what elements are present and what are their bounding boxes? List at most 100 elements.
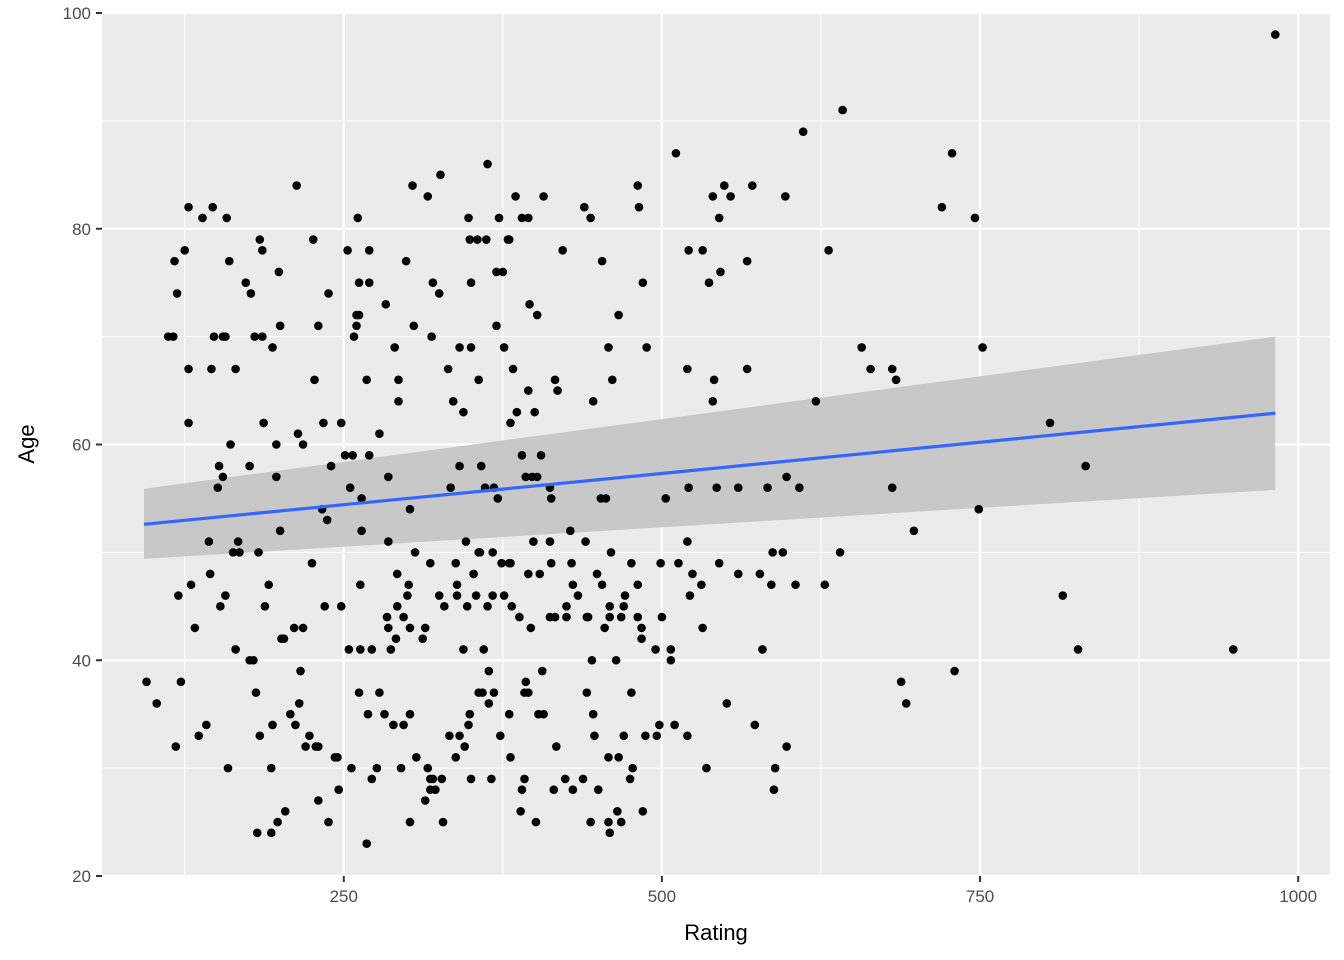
- data-point: [466, 774, 476, 784]
- data-point: [661, 494, 671, 503]
- data-point: [581, 537, 590, 546]
- data-point: [525, 299, 534, 309]
- data-point: [399, 612, 408, 622]
- data-point: [887, 483, 897, 492]
- data-point: [207, 364, 216, 374]
- data-point: [704, 278, 714, 287]
- data-point: [613, 806, 622, 816]
- y-tick-label: 20: [72, 867, 91, 886]
- data-point: [791, 580, 800, 590]
- data-point: [506, 558, 515, 568]
- y-axis-title: Age: [14, 424, 39, 463]
- data-point: [1270, 30, 1280, 39]
- data-point: [354, 278, 364, 287]
- data-point: [405, 817, 415, 827]
- data-point: [483, 602, 492, 611]
- data-point: [524, 569, 533, 579]
- data-point: [527, 472, 537, 482]
- data-point: [330, 753, 340, 762]
- data-point: [268, 720, 277, 730]
- y-tick-label: 100: [63, 4, 91, 23]
- data-point: [520, 774, 529, 784]
- data-point: [698, 623, 707, 633]
- data-point: [334, 785, 343, 794]
- data-point: [511, 192, 520, 201]
- data-point: [671, 148, 681, 158]
- data-point: [364, 450, 374, 460]
- data-point: [1073, 645, 1083, 654]
- data-point: [216, 602, 225, 611]
- data-point: [357, 526, 366, 536]
- data-point: [320, 602, 329, 611]
- data-point: [194, 731, 204, 741]
- data-point: [367, 774, 377, 784]
- data-point: [152, 699, 162, 708]
- data-point: [483, 159, 492, 169]
- data-point: [508, 364, 518, 374]
- data-point: [375, 429, 384, 439]
- data-point: [310, 375, 319, 385]
- data-point: [174, 591, 183, 600]
- data-point: [354, 688, 364, 697]
- data-point: [221, 332, 230, 341]
- data-point: [176, 677, 186, 687]
- data-point: [465, 709, 475, 719]
- data-point: [322, 515, 332, 525]
- data-point: [524, 386, 533, 395]
- data-point: [824, 246, 833, 255]
- data-point: [499, 343, 509, 352]
- data-point: [487, 774, 496, 784]
- data-point: [507, 602, 517, 611]
- data-point: [489, 688, 499, 697]
- data-point: [326, 461, 336, 471]
- data-point: [420, 796, 430, 805]
- x-tick-labels: 250 500 750 1000: [330, 887, 1318, 906]
- data-point: [272, 472, 281, 482]
- data-point: [593, 785, 603, 794]
- data-point: [531, 817, 541, 827]
- data-point: [714, 558, 724, 568]
- data-point: [363, 709, 373, 719]
- data-point: [205, 569, 215, 579]
- data-point: [465, 235, 475, 244]
- data-point: [726, 192, 735, 201]
- data-point: [628, 763, 637, 773]
- data-point: [268, 343, 277, 352]
- data-point: [452, 591, 462, 600]
- data-point: [1045, 418, 1055, 428]
- data-point: [436, 170, 445, 180]
- data-point: [264, 580, 274, 590]
- data-point: [348, 450, 357, 460]
- data-point: [633, 181, 643, 190]
- data-point: [558, 246, 567, 255]
- data-point: [605, 602, 615, 611]
- data-point: [588, 709, 598, 719]
- data-point: [637, 623, 646, 633]
- data-point: [506, 753, 515, 762]
- data-point: [231, 645, 240, 654]
- data-point: [620, 591, 630, 600]
- data-point: [702, 763, 711, 773]
- data-point: [891, 375, 901, 385]
- data-point: [394, 397, 403, 406]
- data-point: [633, 580, 643, 590]
- data-point: [562, 612, 571, 622]
- data-point: [180, 246, 190, 255]
- data-point: [464, 213, 473, 223]
- data-point: [550, 375, 560, 385]
- data-point: [479, 645, 489, 654]
- data-point: [492, 267, 501, 277]
- data-point: [314, 742, 323, 751]
- data-point: [319, 418, 328, 428]
- x-tick-label: 1000: [1279, 887, 1317, 906]
- data-point: [716, 267, 725, 277]
- data-point: [768, 548, 777, 557]
- data-point: [390, 343, 399, 352]
- data-point: [275, 321, 285, 331]
- data-point: [459, 645, 468, 654]
- data-point: [362, 839, 371, 848]
- data-point: [638, 806, 648, 816]
- data-point: [670, 720, 679, 730]
- data-point: [526, 623, 536, 633]
- data-point: [451, 558, 461, 568]
